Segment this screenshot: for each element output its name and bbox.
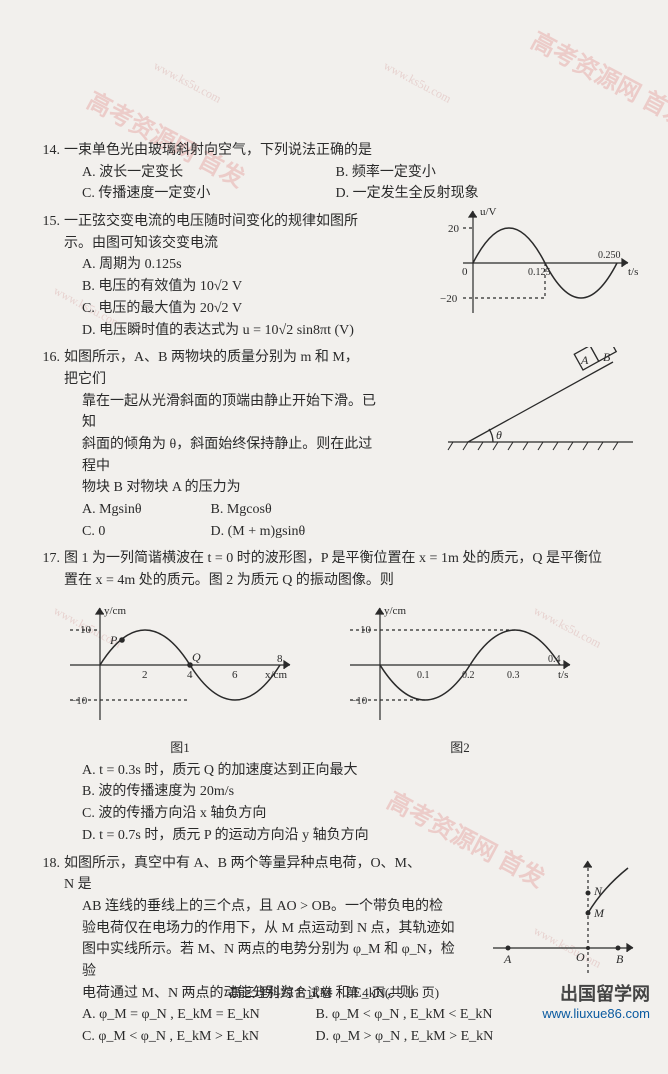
q15-num: 15. — [32, 211, 64, 233]
q18-opt-C: C. φ_M < φ_N , E_kM > E_kN — [82, 1026, 312, 1048]
q16-stem-l2: 靠在一起从光滑斜面的顶端由静止开始下滑。已知 — [60, 391, 382, 434]
q18-opt-A: A. φ_M = φ_N , E_kM = E_kN — [82, 1004, 312, 1026]
q16-num: 16. — [32, 347, 64, 369]
q16-opt-C: C. 0 — [82, 521, 207, 543]
q18-num: 18. — [32, 853, 64, 875]
q16-stem-l4: 物块 B 对物块 A 的压力为 — [60, 477, 382, 499]
svg-text:−10: −10 — [350, 695, 368, 707]
q18-B: B — [616, 952, 624, 966]
q18-O: O — [576, 950, 585, 964]
q16-stem-l1: 如图所示，A、B 两物块的质量分别为 m 和 M，把它们 — [64, 347, 364, 390]
q17-f1-xt1: 2 — [142, 669, 148, 681]
q16-block-A: A — [580, 353, 589, 367]
q17-f2-ylabel: y/cm — [384, 605, 406, 617]
brand-cn: 出国留学网 — [542, 980, 650, 1006]
q17-fig2: y/cm t/s 10 −10 0.1 0.2 0.3 0.4 图2 — [340, 600, 580, 756]
q17-f2-xt3: 0.3 — [507, 670, 520, 681]
q18-opt-B: B. φ_M < φ_N , E_kM < E_kN — [316, 1004, 546, 1026]
q15-ytick-20: 20 — [448, 223, 460, 235]
q17-f1-ylabel: y/cm — [104, 605, 126, 617]
q15-opt-C: C. 电压的最大值为 20√2 V — [82, 301, 242, 316]
bottom-brand: 出国留学网 www.liuxue86.com — [542, 980, 650, 1021]
q17-fig2-caption: 图2 — [340, 737, 580, 756]
q17-f1-xlabel: x/cm — [265, 669, 287, 681]
question-14: 14.一束单色光由玻璃斜射向空气，下列说法正确的是 A. 波长一定变长 B. 频… — [60, 140, 628, 205]
q17-num: 17. — [32, 548, 64, 570]
q15-opt-B: B. 电压的有效值为 10√2 V — [82, 279, 242, 294]
q15-xtick-2: 0.250 — [598, 250, 621, 261]
q16-stem-l3: 斜面的倾角为 θ，斜面始终保持静止。则在此过程中 — [60, 434, 382, 477]
q14-opt-A: A. 波长一定变长 — [82, 162, 332, 184]
q15-xtick-1: 0.125 — [528, 267, 551, 278]
q17-f1-xt3: 6 — [232, 669, 238, 681]
q17-opt-C: C. 波的传播方向沿 x 轴负方向 — [82, 806, 266, 821]
q17-fig1-caption: 图1 — [60, 737, 300, 756]
q16-opt-B: B. Mgcosθ — [211, 499, 336, 521]
q17-f2-xt2: 0.2 — [462, 670, 475, 681]
q17-stem: 图 1 为一列简谐横波在 t = 0 时的波形图，P 是平衡位置在 x = 1m… — [64, 548, 604, 591]
q16-theta: θ — [496, 428, 502, 442]
q18-diagram: A B O M N — [488, 853, 638, 988]
question-15: u/V t/s 20 0 −20 0.125 0.250 15.一正弦交变电流的… — [60, 211, 628, 341]
q15-ytick-n20: −20 — [440, 293, 458, 305]
brand-url: www.liuxue86.com — [542, 1006, 650, 1021]
q14-stem: 一束单色光由玻璃斜射向空气，下列说法正确的是 — [64, 140, 604, 162]
q17-opt-A: A. t = 0.3s 时，质元 Q 的加速度达到正向最大 — [82, 763, 357, 778]
q17-opt-D: D. t = 0.7s 时，质元 P 的运动方向沿 y 轴负方向 — [82, 828, 369, 843]
q17-f2-xlabel: t/s — [558, 669, 568, 681]
q15-chart: u/V t/s 20 0 −20 0.125 0.250 — [438, 203, 638, 328]
q17-P: P — [109, 633, 118, 647]
q17-f1-xt2: 4 — [187, 669, 193, 681]
q15-ytick-0: 0 — [462, 266, 468, 278]
q16-opt-A: A. Mgsinθ — [82, 499, 207, 521]
q14-opt-C: C. 传播速度一定变小 — [82, 183, 332, 205]
q18-A: A — [503, 952, 512, 966]
q17-f2-xt4: 0.4 — [548, 654, 561, 665]
q18-stem-l3: 验电荷仅在电场力的作用下，从 M 点运动到 N 点，其轨迹如 — [60, 918, 462, 940]
q15-xlabel: t/s — [628, 266, 638, 278]
q18-N: N — [593, 884, 603, 898]
q17-f2-xt1: 0.1 — [417, 670, 430, 681]
q14-opt-D: D. 一定发生全反射现象 — [336, 183, 586, 205]
svg-text:10: 10 — [80, 624, 92, 636]
svg-text:10: 10 — [360, 624, 372, 636]
q14-opt-B: B. 频率一定变小 — [336, 162, 586, 184]
q16-diagram: θ A B — [438, 347, 638, 462]
q17-opt-B: B. 波的传播速度为 20m/s — [82, 784, 234, 799]
q18-opt-D: D. φ_M > φ_N , E_kM > E_kN — [316, 1026, 546, 1048]
q18-stem-l1: 如图所示，真空中有 A、B 两个等量异种点电荷，O、M、N 是 — [64, 853, 424, 896]
q15-opt-D: D. 电压瞬时值的表达式为 u = 10√2 sin8πt (V) — [82, 323, 354, 338]
q17-f1-xt4: 8 — [277, 653, 283, 665]
q17-Q: Q — [192, 650, 201, 664]
q17-fig1: y/cm x/cm 10 −10 2 4 6 8 P Q 图1 — [60, 600, 300, 756]
question-16: θ A B 16.如图所示，A、B 两物块的质量分别为 m 和 M，把它们 靠在… — [60, 347, 628, 542]
q15-opt-A: A. 周期为 0.125s — [82, 257, 182, 272]
svg-text:−10: −10 — [70, 695, 88, 707]
q15-stem: 一正弦交变电流的电压随时间变化的规律如图所示。由图可知该交变电流 — [64, 211, 364, 254]
q18-stem-l2: AB 连线的垂线上的三个点，且 AO > OB。一个带负电的检 — [60, 896, 462, 918]
question-17: 17.图 1 为一列简谐横波在 t = 0 时的波形图，P 是平衡位置在 x =… — [60, 548, 628, 846]
q16-opt-D: D. (M + m)gsinθ — [211, 521, 411, 543]
q15-ylabel: u/V — [480, 206, 497, 218]
q16-block-B: B — [603, 350, 611, 364]
q18-M: M — [593, 906, 605, 920]
q18-stem-l4: 图中实线所示。若 M、N 两点的电势分别为 φ_M 和 φ_N，检验 — [60, 939, 462, 982]
q14-num: 14. — [32, 140, 64, 162]
